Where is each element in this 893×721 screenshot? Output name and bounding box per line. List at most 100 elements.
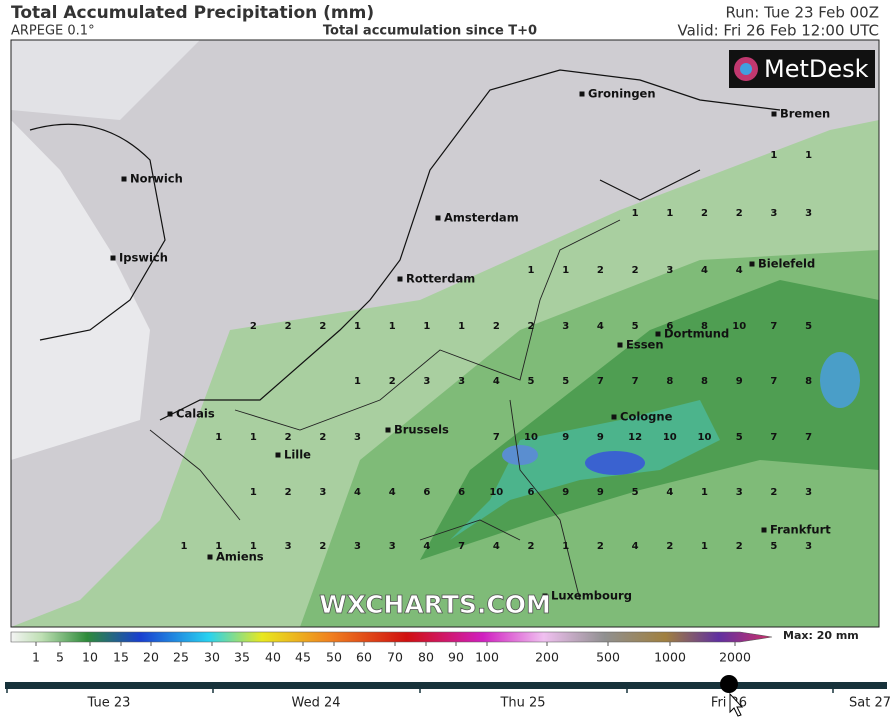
- precip-value: 1: [770, 150, 777, 161]
- precip-value: 3: [666, 265, 673, 276]
- precip-value: 5: [528, 376, 535, 387]
- precip-value: 8: [805, 376, 812, 387]
- timeline-label[interactable]: Wed 24: [291, 696, 340, 711]
- timeline-label[interactable]: Thu 25: [499, 696, 545, 711]
- precip-value: 3: [770, 208, 777, 219]
- precip-value: 1: [354, 376, 361, 387]
- precip-max: [585, 451, 645, 475]
- colorbar-label: 70: [387, 650, 403, 665]
- precip-value: 3: [354, 541, 361, 552]
- timeline-label[interactable]: Tue 23: [87, 696, 131, 711]
- colorbar-label: 1: [32, 650, 40, 665]
- watermark: WXCHARTS.COM: [319, 590, 551, 619]
- colorbar-label: 45: [295, 650, 311, 665]
- precip-value: 2: [285, 321, 292, 332]
- precip-value: 1: [423, 321, 430, 332]
- timeline-handle[interactable]: [720, 675, 738, 693]
- timeline-track[interactable]: [5, 682, 887, 689]
- precip-value: 3: [736, 487, 743, 498]
- precip-value: 1: [250, 487, 257, 498]
- precip-value: 5: [770, 541, 777, 552]
- precip-value: 2: [389, 376, 396, 387]
- precip-value: 2: [528, 321, 535, 332]
- city-label: Essen: [626, 338, 664, 352]
- precip-value: 3: [423, 376, 430, 387]
- precip-value: 4: [389, 487, 396, 498]
- city-marker: [207, 554, 213, 560]
- precip-value: 9: [597, 432, 604, 443]
- precip-value: 2: [285, 432, 292, 443]
- colorbar-labels: 1 5 10 15 20 25 30 35 40 45 50 60 70 80 90 100 200 500 100…: [32, 642, 751, 665]
- precip-value: 4: [701, 265, 708, 276]
- colorbar-label: 100: [475, 650, 499, 665]
- precip-value: 3: [389, 541, 396, 552]
- precip-value: 2: [632, 265, 639, 276]
- timeline-label[interactable]: Fri 26: [711, 696, 747, 711]
- city-marker: [617, 342, 623, 348]
- city-marker: [397, 276, 403, 282]
- city-marker: [121, 176, 127, 182]
- logo: MetDesk: [764, 55, 869, 83]
- precip-value: 5: [632, 321, 639, 332]
- precip-value: 1: [701, 487, 708, 498]
- colorbar-label: 200: [535, 650, 559, 665]
- precip-values: 1 11 1 2 2 3 31 1 2 2 3 4 42 2 2 1 1 1 1 2 2 3 4 5 6 8 10 7 51 2 3 3 4 5 5…: [181, 150, 813, 552]
- colorbar-label: 1000: [654, 650, 686, 665]
- colorbar-label: 20: [143, 650, 159, 665]
- precip-value: 4: [493, 541, 500, 552]
- colorbar-label: 5: [56, 650, 64, 665]
- coastline: [29, 69, 781, 421]
- precip-value: 1: [181, 541, 188, 552]
- precip-value: 9: [562, 432, 569, 443]
- title: Total Accumulated Precipitation (mm): [11, 3, 374, 23]
- model: ARPEGE 0.1°: [11, 24, 95, 39]
- colorbar-max: Max: 20 mm: [783, 629, 859, 642]
- precip-value: 1: [250, 541, 257, 552]
- precip-value: 7: [805, 432, 812, 443]
- precip-value: 2: [666, 541, 673, 552]
- colorbar-label: 2000: [719, 650, 751, 665]
- city-label: Amsterdam: [444, 211, 519, 225]
- precip-value: 7: [770, 376, 777, 387]
- precip-value: 2: [528, 541, 535, 552]
- map-border: [10, 39, 880, 628]
- precip-value: 10: [698, 432, 712, 443]
- precip-value: 2: [319, 321, 326, 332]
- city-marker: [542, 593, 548, 599]
- precip-value: 3: [805, 208, 812, 219]
- precip-value: 1: [562, 265, 569, 276]
- precip-value: 4: [354, 487, 361, 498]
- city-marker: [275, 452, 281, 458]
- precip-value: 7: [770, 432, 777, 443]
- precip-value: 6: [423, 487, 430, 498]
- city-marker: [761, 527, 767, 533]
- run-time: Run: Tue 23 Feb 00Z: [725, 4, 879, 22]
- precip-value: 2: [736, 208, 743, 219]
- precip-value: 3: [319, 487, 326, 498]
- colorbar-label: 40: [265, 650, 281, 665]
- subtitle: Total accumulation since T+0: [323, 24, 537, 39]
- precip-max: [820, 352, 860, 408]
- precip-value: 4: [632, 541, 639, 552]
- city-marker: [771, 111, 777, 117]
- precip-heavier: [450, 400, 720, 540]
- city-label: Ipswich: [119, 251, 168, 265]
- precip-value: 10: [489, 487, 503, 498]
- precip-value: 3: [458, 376, 465, 387]
- precip-value: 6: [458, 487, 465, 498]
- city-marker: [167, 411, 173, 417]
- precip-value: 8: [701, 321, 708, 332]
- city-marker: [385, 427, 391, 433]
- city-marker: [435, 215, 441, 221]
- timeline-label[interactable]: Sat 27: [849, 696, 891, 711]
- city-label: Lille: [284, 448, 311, 462]
- precip-value: 1: [215, 541, 222, 552]
- precip-value: 2: [493, 321, 500, 332]
- city-marker: [655, 331, 661, 337]
- precip-value: 9: [736, 376, 743, 387]
- city-label: Norwich: [130, 172, 183, 186]
- city-label: Brussels: [394, 423, 449, 437]
- precip-max: [502, 445, 538, 465]
- city-marker: [579, 91, 585, 97]
- logo-icon: [740, 63, 752, 75]
